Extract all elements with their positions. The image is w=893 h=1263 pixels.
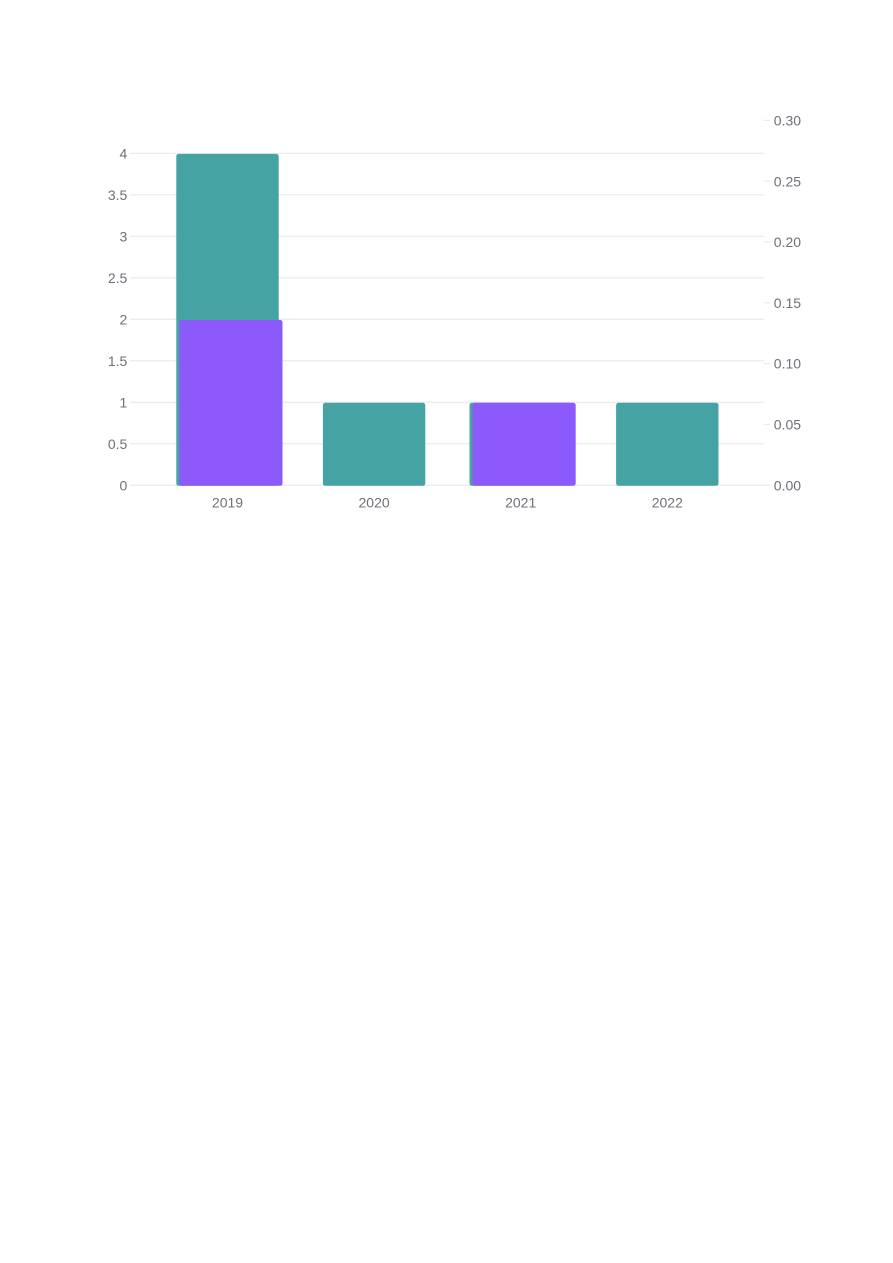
svg-text:2020: 2020	[359, 495, 390, 511]
svg-text:0.25: 0.25	[774, 173, 801, 189]
svg-text:0.00: 0.00	[774, 477, 801, 493]
svg-text:3: 3	[120, 228, 128, 244]
svg-text:0: 0	[120, 477, 128, 493]
svg-text:1.5: 1.5	[108, 353, 128, 369]
svg-text:2.5: 2.5	[108, 270, 128, 286]
svg-text:0.30: 0.30	[774, 113, 801, 129]
svg-text:2019: 2019	[212, 495, 243, 511]
svg-text:0.20: 0.20	[774, 234, 801, 250]
svg-text:0.5: 0.5	[108, 436, 128, 452]
svg-text:0.10: 0.10	[774, 356, 801, 372]
svg-text:0.05: 0.05	[774, 417, 801, 433]
svg-text:1: 1	[120, 394, 128, 410]
svg-text:4: 4	[120, 145, 128, 161]
svg-text:2: 2	[120, 311, 128, 327]
svg-text:0.15: 0.15	[774, 295, 801, 311]
svg-text:2022: 2022	[652, 495, 683, 511]
svg-text:2021: 2021	[505, 495, 536, 511]
svg-text:3.5: 3.5	[108, 187, 128, 203]
